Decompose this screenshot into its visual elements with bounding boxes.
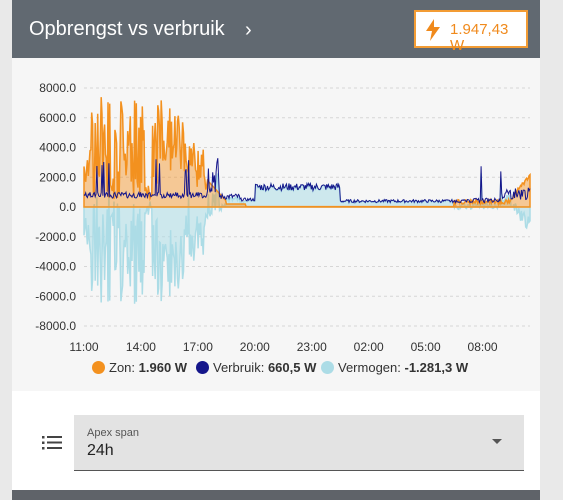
x-tick-label: 20:00 <box>240 340 270 354</box>
legend-item-vermogen[interactable]: Vermogen: -1.281,3 W <box>321 360 468 376</box>
series-verbruik[interactable] <box>83 158 531 204</box>
apex-span-select[interactable]: Apex span 24h <box>74 415 524 471</box>
next-card-edge <box>12 490 540 500</box>
power-badge[interactable]: 1.947,43 W <box>414 10 528 54</box>
x-tick-label: 17:00 <box>183 340 213 354</box>
series-vermogen[interactable] <box>83 172 531 304</box>
y-tick-label: 8000.0 <box>39 81 76 95</box>
legend-label-vermogen: Vermogen: <box>338 360 401 375</box>
chart-legend: Zon: 1.960 W Verbruik: 660,5 W Vermogen:… <box>12 356 540 380</box>
lightning-bolt-icon <box>426 19 440 41</box>
legend-value-vermogen: -1.281,3 W <box>404 360 469 375</box>
energy-card: Opbrengst vs verbruik › 1.947,43 W 8000.… <box>12 0 540 500</box>
card-title[interactable]: Opbrengst vs verbruik <box>29 18 225 40</box>
y-tick-label: -4000.0 <box>35 260 76 274</box>
x-tick-label: 08:00 <box>468 340 498 354</box>
legend-dot-zon <box>92 361 105 374</box>
x-tick-label: 05:00 <box>411 340 441 354</box>
y-tick-label: -6000.0 <box>35 289 76 303</box>
dropdown-arrow-icon[interactable] <box>492 439 502 444</box>
legend-dot-verbruik <box>196 361 209 374</box>
y-tick-label: -8000.0 <box>35 319 76 333</box>
y-tick-label: 6000.0 <box>39 111 76 125</box>
y-tick-label: 0.0 <box>59 200 76 214</box>
legend-value-zon: 1.960 W <box>138 360 188 375</box>
x-tick-label: 02:00 <box>354 340 384 354</box>
y-tick-label: -2000.0 <box>35 230 76 244</box>
select-value: 24h <box>87 442 114 459</box>
chevron-right-icon[interactable]: › <box>245 19 252 41</box>
legend-value-verbruik: 660,5 W <box>267 360 317 375</box>
energy-chart[interactable]: 8000.0 6000.0 4000.0 2000.0 0.0 -2000.0 -4000.… <box>12 58 540 358</box>
power-value: 1.947,43 W <box>450 21 509 54</box>
legend-item-zon[interactable]: Zon: 1.960 W <box>92 360 187 376</box>
legend-label-verbruik: Verbruik: <box>213 360 265 375</box>
legend-item-verbruik[interactable]: Verbruik: 660,5 W <box>196 360 316 376</box>
list-icon <box>42 436 62 450</box>
select-label: Apex span <box>87 427 139 439</box>
x-tick-label: 11:00 <box>69 340 98 354</box>
y-tick-label: 2000.0 <box>39 170 76 184</box>
series-zon[interactable] <box>83 97 531 208</box>
chart-area: 8000.0 6000.0 4000.0 2000.0 0.0 -2000.0 -4000.… <box>12 58 540 391</box>
span-selector-row: Apex span 24h <box>12 391 540 500</box>
legend-label-zon: Zon: <box>109 360 136 375</box>
card-header: Opbrengst vs verbruik › 1.947,43 W <box>12 0 540 58</box>
y-tick-label: 4000.0 <box>39 141 76 155</box>
x-tick-label: 23:00 <box>297 340 327 354</box>
legend-dot-vermogen <box>321 361 334 374</box>
x-tick-label: 14:00 <box>126 340 156 354</box>
